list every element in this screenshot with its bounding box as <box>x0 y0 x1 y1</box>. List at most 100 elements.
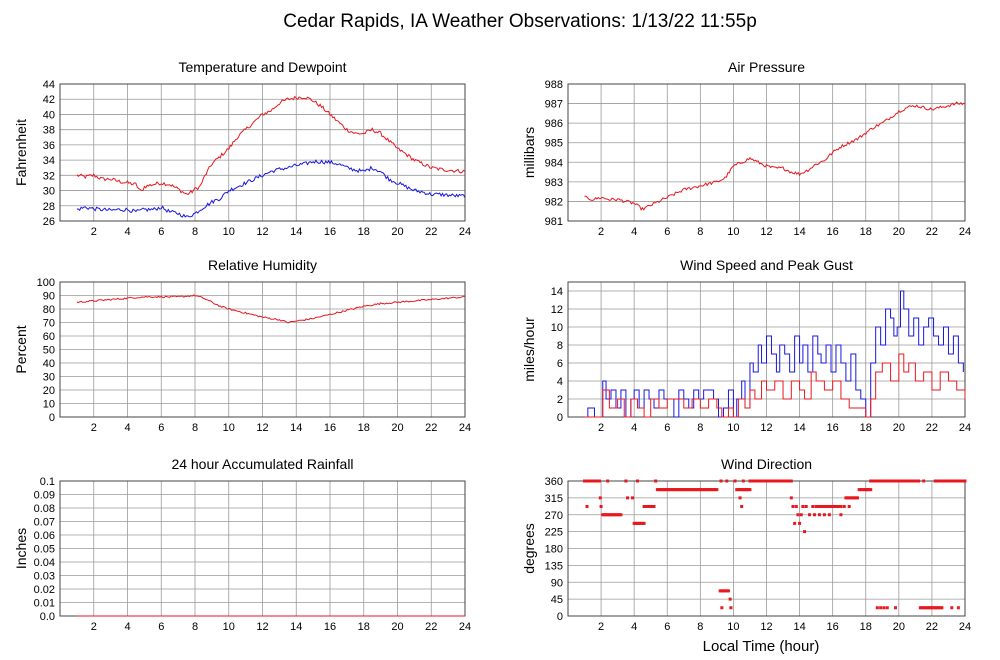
pressure-ytick-label: 984 <box>545 157 563 169</box>
humidity-xtick-label: 24 <box>459 422 471 434</box>
direction-point <box>635 479 639 483</box>
wind-xtick-label: 14 <box>793 422 805 434</box>
rain-ytick-label: 0.07 <box>34 517 55 529</box>
direction-point <box>817 513 821 517</box>
wind-series-1-line <box>584 353 966 418</box>
rain-xtick-label: 12 <box>256 621 268 633</box>
direction-xtick-label: 24 <box>959 621 971 633</box>
humidity-ytick-label: 60 <box>43 331 55 343</box>
direction-xtick-label: 10 <box>727 621 739 633</box>
direction-point <box>894 606 898 610</box>
direction-xtick-label: 8 <box>697 621 703 633</box>
direction-point <box>794 505 798 508</box>
direction-point <box>793 521 797 525</box>
direction-point <box>855 496 859 500</box>
direction-point <box>885 606 889 610</box>
temp-ytick-label: 42 <box>43 94 55 106</box>
pressure-ytick-label: 985 <box>545 138 563 150</box>
temp-xtick-label: 14 <box>290 226 302 238</box>
direction-point <box>789 479 793 483</box>
direction-xtick-label: 22 <box>926 621 938 633</box>
direction-point <box>738 496 742 500</box>
wind-xtick-label: 10 <box>727 422 739 434</box>
pressure-xtick-label: 14 <box>793 226 805 238</box>
rain-xtick-label: 18 <box>358 621 370 633</box>
pressure-plot-frame <box>567 83 966 222</box>
wind-ytick-label: 10 <box>551 322 563 334</box>
direction-point <box>831 505 835 508</box>
direction-point <box>869 488 873 492</box>
humidity-ytick-label: 80 <box>43 304 55 316</box>
temp-ytick-label: 28 <box>43 201 55 213</box>
humidity-xtick-label: 16 <box>324 422 336 434</box>
wind-ytick-label: 6 <box>557 358 563 370</box>
humidity-xtick-label: 14 <box>290 422 302 434</box>
direction-series-0-points <box>583 479 967 610</box>
humidity-ytick-label: 20 <box>43 385 55 397</box>
temp-xtick-label: 10 <box>223 226 235 238</box>
direction-point <box>950 606 954 610</box>
figure-title: Cedar Rapids, IA Weather Observations: 1… <box>283 11 757 32</box>
direction-ytick-label: 0 <box>557 611 563 623</box>
pressure-ytick-label: 981 <box>545 216 563 228</box>
direction-point <box>606 479 610 483</box>
direction-point <box>812 513 816 517</box>
rain-xtick-label: 20 <box>391 621 403 633</box>
direction-point <box>940 606 944 610</box>
direction-point <box>842 505 846 508</box>
wind-ylabel: miles/hour <box>521 317 537 382</box>
pressure-ytick-label: 987 <box>545 99 563 111</box>
pressure-series-0-line <box>584 101 966 211</box>
wind-xtick-label: 12 <box>760 422 772 434</box>
humidity-ytick-label: 70 <box>43 318 55 330</box>
rain-ytick-label: 0.01 <box>34 598 55 610</box>
direction-point <box>822 513 826 517</box>
direction-ytick-label: 180 <box>545 544 563 556</box>
direction-point <box>597 479 601 483</box>
wind-plot-frame <box>567 281 966 418</box>
direction-xtick-label: 12 <box>760 621 772 633</box>
humidity-xtick-label: 22 <box>425 422 437 434</box>
rain-ytick-label: 0.02 <box>34 584 55 596</box>
direction-point <box>803 530 807 534</box>
wind-ytick-label: 2 <box>557 394 563 406</box>
temp-series-0-line <box>76 95 466 196</box>
direction-point <box>801 505 805 508</box>
x-axis-label: Local Time (hour) <box>703 638 820 655</box>
pressure-ytick-label: 983 <box>545 177 563 189</box>
rain-ytick-label: 0.09 <box>34 490 55 502</box>
pressure-xtick-label: 20 <box>893 226 905 238</box>
direction-point <box>836 505 840 508</box>
direction-point <box>879 606 883 610</box>
humidity-xtick-label: 12 <box>256 422 268 434</box>
direction-xtick-label: 20 <box>893 621 905 633</box>
direction-ytick-label: 225 <box>545 527 563 539</box>
pressure-xtick-label: 4 <box>631 226 637 238</box>
direction-point <box>799 513 803 517</box>
direction-ytick-label: 315 <box>545 493 563 505</box>
pressure-xtick-label: 12 <box>760 226 772 238</box>
pressure-ytick-label: 982 <box>545 196 563 208</box>
direction-point <box>796 513 800 517</box>
direction-point <box>808 513 812 517</box>
wind-series-0-line <box>584 290 964 418</box>
temp-xtick-label: 6 <box>158 226 164 238</box>
wind-title: Wind Speed and Peak Gust <box>680 257 853 273</box>
rain-xtick-label: 10 <box>223 621 235 633</box>
direction-point <box>791 505 795 508</box>
direction-point <box>733 479 737 483</box>
wind-xtick-label: 8 <box>697 422 703 434</box>
direction-point <box>839 513 843 517</box>
direction-xtick-label: 4 <box>631 621 637 633</box>
direction-point <box>956 606 960 610</box>
pressure-ytick-label: 988 <box>545 79 563 91</box>
wind-xtick-label: 18 <box>860 422 872 434</box>
temp-xtick-label: 4 <box>124 226 130 238</box>
direction-title: Wind Direction <box>721 456 812 472</box>
humidity-ytick-label: 0 <box>49 412 55 424</box>
